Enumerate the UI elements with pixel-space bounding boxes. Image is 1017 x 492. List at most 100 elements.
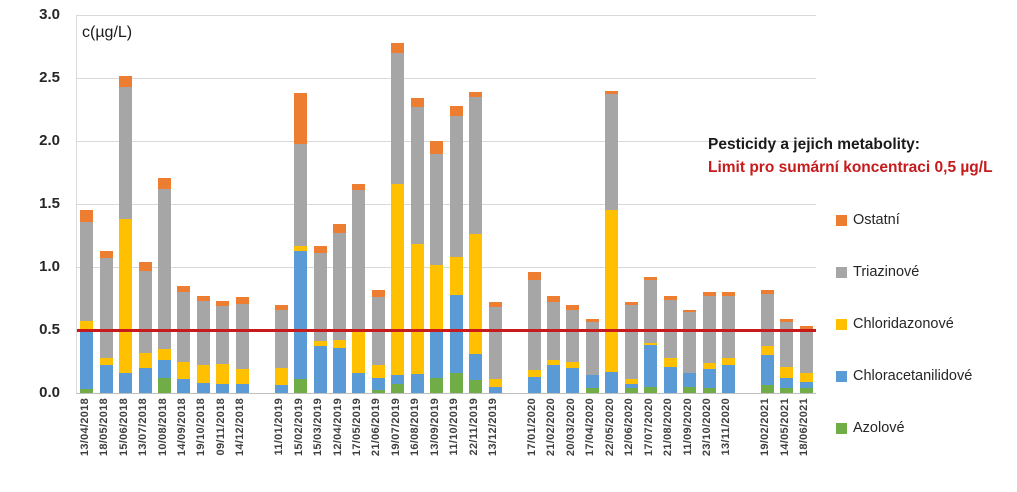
bar-13-11-2020: [721, 292, 735, 393]
y-axis-unit-label: c(µg/L): [82, 24, 133, 41]
bar-segment-ostatni: [371, 289, 385, 298]
bar-segment-chloridazonove: [371, 365, 385, 378]
x-tick-label: 22/05/2020: [603, 398, 616, 457]
bar-segment-azolove: [644, 386, 658, 393]
bar-segment-chloridazonove: [566, 361, 580, 368]
bar-segment-ostatni: [410, 98, 424, 108]
gridline: [77, 77, 816, 79]
limit-line: [77, 328, 816, 332]
bar-segment-chloridazonove: [430, 264, 444, 332]
x-tick-label: 21/08/2020: [662, 398, 675, 457]
bar-segment-triazinove: [196, 301, 210, 366]
bar-segment-chloridazonove: [760, 346, 774, 356]
x-tick-label: 16/08/2019: [409, 398, 422, 457]
bar-12-04-2019: [333, 224, 347, 393]
bar-segment-triazinove: [391, 52, 405, 184]
bar-segment-chloracetanilidove: [702, 369, 716, 388]
bar-segment-chloridazonove: [469, 234, 483, 354]
bar-21-02-2020: [546, 296, 560, 393]
bar-segment-azolove: [780, 387, 794, 393]
x-tick-label: 14/12/2018: [234, 398, 247, 457]
bar-segment-chloracetanilidove: [235, 384, 249, 393]
x-tick-label: 13/04/2018: [78, 398, 91, 457]
bar-segment-chloracetanilidove: [430, 331, 444, 378]
bar-segment-azolove: [585, 387, 599, 393]
annotation-limit-text: Limit pro sumární koncentraci 0,5 µg/L: [708, 159, 993, 176]
bar-22-05-2020: [605, 90, 619, 393]
bar-22-11-2019: [469, 91, 483, 393]
x-tick-label: 23/10/2020: [701, 398, 714, 457]
bar-segment-chloridazonove: [294, 245, 308, 251]
x-tick-label: 17/01/2020: [526, 398, 538, 457]
x-tick-label: 17/07/2020: [642, 398, 655, 457]
bar-segment-chloridazonove: [663, 357, 677, 367]
bar-segment-ostatni: [702, 292, 716, 297]
bar-21-06-2019: [371, 289, 385, 393]
bar-segment-triazinove: [313, 253, 327, 342]
bar-19-10-2018: [196, 296, 210, 393]
x-tick-label: 15/06/2018: [117, 398, 130, 457]
bar-segment-chloracetanilidove: [274, 385, 288, 393]
x-tick-label: 13/11/2020: [720, 398, 733, 456]
x-tick-label: 13/12/2019: [487, 398, 500, 457]
bar-segment-chloracetanilidove: [80, 328, 94, 390]
bar-segment-azolove: [371, 390, 385, 393]
x-tick-label: 12/06/2020: [623, 398, 636, 457]
x-tick-label: 14/09/2018: [175, 398, 188, 457]
bar-segment-chloracetanilidove: [391, 375, 405, 385]
x-tick-label: 21/02/2020: [545, 398, 558, 457]
x-tick-label: 13/07/2018: [137, 398, 150, 457]
bar-17-04-2020: [585, 318, 599, 393]
bar-segment-triazinove: [138, 270, 152, 353]
bar-segment-chloridazonove: [449, 256, 463, 295]
bar-18-06-2021: [799, 326, 813, 393]
gridline: [77, 266, 816, 268]
bar-segment-chloracetanilidove: [566, 367, 580, 393]
bar-segment-triazinove: [644, 279, 658, 343]
bar-segment-ostatni: [196, 296, 210, 302]
bar-13-07-2018: [138, 262, 152, 393]
bar-segment-chloracetanilidove: [138, 367, 152, 393]
bar-segment-ostatni: [566, 304, 580, 310]
legend-swatch-icon: [836, 370, 847, 382]
plot-area: [76, 14, 816, 394]
bar-segment-triazinove: [683, 312, 697, 373]
bar-segment-ostatni: [216, 301, 230, 307]
bar-segment-triazinove: [119, 86, 133, 220]
bar-segment-azolove: [702, 387, 716, 393]
bar-segment-ostatni: [663, 296, 677, 300]
y-tick-label: 3.0: [39, 6, 60, 23]
bar-18-05-2018: [99, 250, 113, 393]
legend-label: Chloracetanilidové: [853, 368, 973, 384]
y-tick-label: 0.0: [39, 384, 60, 401]
y-tick-label: 1.5: [39, 195, 60, 212]
bar-segment-chloridazonove: [216, 364, 230, 385]
bar-15-06-2018: [119, 75, 133, 393]
bar-segment-chloracetanilidove: [760, 355, 774, 386]
bar-17-07-2020: [644, 277, 658, 393]
bar-segment-triazinove: [527, 279, 541, 371]
bar-segment-ostatni: [488, 302, 502, 308]
bar-segment-triazinove: [449, 115, 463, 257]
bar-segment-triazinove: [294, 143, 308, 246]
bar-segment-triazinove: [760, 293, 774, 347]
bar-segment-chloridazonove: [624, 379, 638, 385]
x-tick-label: 10/08/2018: [156, 398, 169, 457]
y-tick-label: 1.0: [39, 258, 60, 275]
bar-segment-chloridazonove: [274, 367, 288, 386]
bar-segment-chloracetanilidove: [721, 365, 735, 393]
bar-segment-azolove: [430, 377, 444, 393]
bar-segment-azolove: [469, 380, 483, 393]
bar-segment-chloridazonove: [333, 340, 347, 348]
bar-segment-ostatni: [683, 309, 697, 313]
bar-segment-chloracetanilidove: [663, 366, 677, 393]
bar-segment-ostatni: [391, 42, 405, 53]
bar-13-04-2018: [80, 210, 94, 393]
bar-segment-chloracetanilidove: [352, 372, 366, 393]
bar-segment-chloracetanilidove: [469, 353, 483, 381]
bar-14-05-2021: [780, 318, 794, 393]
bar-segment-triazinove: [469, 96, 483, 235]
bar-20-03-2020: [566, 304, 580, 393]
y-tick-label: 2.0: [39, 132, 60, 149]
x-tick-label: 09/11/2018: [214, 398, 227, 456]
